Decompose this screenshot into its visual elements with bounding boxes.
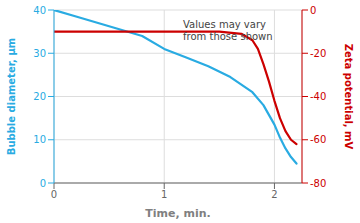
svg-text:20: 20 (33, 91, 46, 102)
svg-text:40: 40 (33, 5, 46, 16)
svg-text:-60: -60 (310, 134, 326, 145)
svg-text:Values may varyfrom those show: Values may varyfrom those shown (183, 19, 273, 42)
svg-text:-20: -20 (310, 48, 326, 59)
svg-text:-40: -40 (310, 91, 326, 102)
svg-text:Bubble diameter, μm: Bubble diameter, μm (8, 38, 17, 155)
svg-text:Time, min.: Time, min. (145, 207, 210, 220)
svg-text:-80: -80 (310, 178, 326, 189)
svg-text:1: 1 (161, 189, 167, 200)
svg-text:0: 0 (51, 189, 57, 200)
svg-text:2: 2 (271, 189, 277, 200)
svg-text:0: 0 (40, 178, 46, 189)
svg-text:Zeta potential, mV: Zeta potential, mV (343, 44, 352, 150)
svg-text:30: 30 (33, 48, 46, 59)
svg-text:10: 10 (33, 134, 46, 145)
svg-text:0: 0 (310, 5, 316, 16)
